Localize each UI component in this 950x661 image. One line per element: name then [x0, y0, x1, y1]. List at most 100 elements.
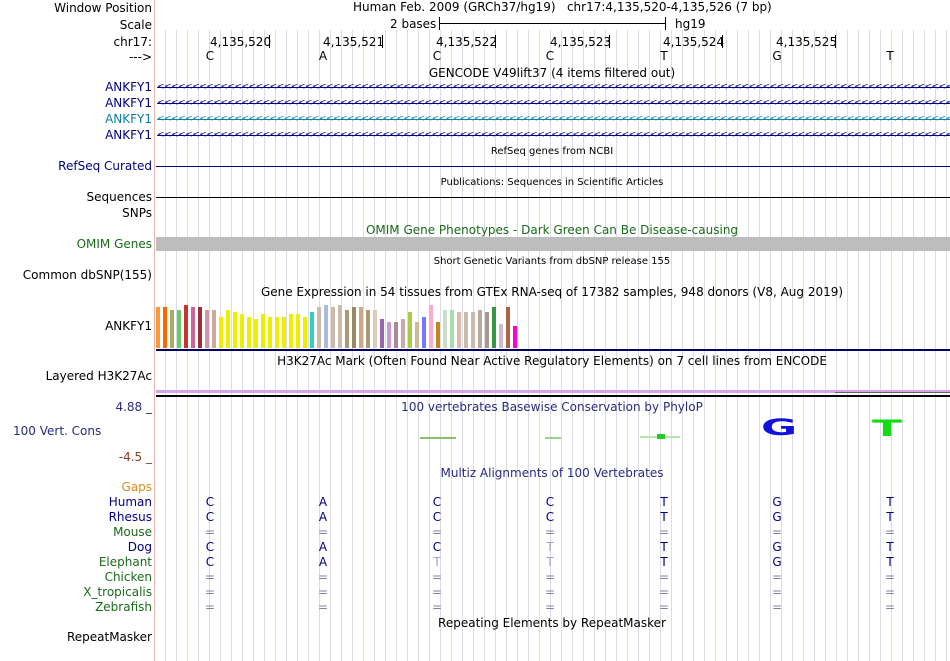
gtex-tissue-bar[interactable] — [345, 310, 349, 348]
conservation-track-title: 100 vertebrates Basewise Conservation by… — [401, 400, 703, 414]
gtex-tissue-bar[interactable] — [261, 314, 265, 348]
gtex-tissue-bar[interactable] — [359, 307, 363, 348]
position-label: 4,135,520 — [210, 35, 272, 49]
gtex-tissue-bar[interactable] — [289, 314, 293, 348]
publications-label[interactable]: Sequences — [86, 190, 152, 204]
multiz-base: = — [884, 570, 896, 584]
gtex-tissue-bar[interactable] — [163, 307, 167, 348]
gtex-tissue-bar[interactable] — [366, 310, 370, 348]
gtex-tissue-bar[interactable] — [387, 322, 391, 348]
gtex-tissue-bar[interactable] — [394, 322, 398, 348]
gtex-tissue-bar[interactable] — [247, 317, 251, 348]
gene-track-feature[interactable]: <<<<<<<<<<<<<<<<<<<<<<<<<<<<<<<<<<<<<<<<… — [157, 83, 950, 92]
publications-track-title: Publications: Sequences in Scientific Ar… — [440, 177, 664, 188]
gtex-tissue-bar[interactable] — [191, 307, 195, 348]
gtex-tissue-bar[interactable] — [205, 310, 209, 348]
gtex-tissue-bar[interactable] — [303, 317, 307, 348]
conservation-label[interactable]: 100 Vert. Cons — [13, 424, 102, 438]
multiz-base: T — [660, 495, 668, 509]
refseq-label[interactable]: RefSeq Curated — [58, 159, 152, 173]
gtex-tissue-bar[interactable] — [436, 322, 440, 348]
gtex-tissue-bar[interactable] — [429, 305, 433, 348]
gencode-gene-label[interactable]: ANKFY1 — [105, 128, 152, 142]
gtex-tissue-bar[interactable] — [296, 314, 300, 348]
h3k27ac-signal[interactable] — [156, 390, 950, 393]
gtex-tissue-bar[interactable] — [506, 307, 510, 348]
snps-label[interactable]: SNPs — [122, 206, 152, 220]
gencode-gene-label[interactable]: ANKFY1 — [105, 96, 152, 110]
gtex-tissue-bar[interactable] — [373, 310, 377, 348]
multiz-species-label[interactable]: Zebrafish — [95, 600, 152, 614]
gtex-tissue-bar[interactable] — [352, 307, 356, 348]
gtex-label[interactable]: ANKFY1 — [105, 319, 152, 333]
gtex-tissue-bar[interactable] — [492, 307, 496, 348]
multiz-species-label[interactable]: Dog — [127, 540, 152, 554]
multiz-species-label[interactable]: Elephant — [98, 555, 152, 569]
dbsnp-label[interactable]: Common dbSNP(155) — [22, 268, 152, 282]
multiz-base: = — [658, 585, 670, 599]
multiz-species-label[interactable]: Mouse — [113, 525, 152, 539]
phylop-score-bar — [545, 437, 561, 439]
gtex-tissue-bar[interactable] — [443, 310, 447, 348]
gtex-bar-chart[interactable] — [156, 300, 950, 348]
gtex-tissue-bar[interactable] — [310, 312, 314, 348]
gtex-tissue-bar[interactable] — [240, 314, 244, 348]
multiz-species-label[interactable]: Human — [108, 495, 152, 509]
gtex-tissue-bar[interactable] — [457, 312, 461, 348]
gene-track-feature[interactable]: <<<<<<<<<<<<<<<<<<<<<<<<<<<<<<<<<<<<<<<<… — [157, 115, 950, 124]
gtex-tissue-bar[interactable] — [415, 322, 419, 348]
gtex-tissue-bar[interactable] — [422, 317, 426, 348]
gtex-tissue-bar[interactable] — [177, 310, 181, 348]
omim-feature-bar[interactable] — [156, 237, 950, 251]
repeatmasker-label[interactable]: RepeatMasker — [66, 630, 152, 644]
multiz-species-label[interactable]: Chicken — [104, 570, 152, 584]
conservation-logo-letter-g: G — [760, 416, 798, 441]
gtex-tissue-bar[interactable] — [380, 319, 384, 348]
omim-label[interactable]: OMIM Genes — [76, 237, 152, 251]
gtex-tissue-bar[interactable] — [513, 326, 517, 348]
gtex-tissue-bar[interactable] — [401, 319, 405, 348]
gtex-tissue-bar[interactable] — [471, 312, 475, 348]
gtex-tissue-bar[interactable] — [464, 312, 468, 348]
gtex-tissue-bar[interactable] — [324, 305, 328, 348]
gtex-tissue-bar[interactable] — [338, 305, 342, 348]
scale-bar-left-tick — [439, 17, 440, 30]
gencode-gene-label[interactable]: ANKFY1 — [105, 112, 152, 126]
gtex-baseline — [156, 349, 950, 351]
ref-base: C — [432, 49, 442, 63]
gene-track-feature[interactable]: <<<<<<<<<<<<<<<<<<<<<<<<<<<<<<<<<<<<<<<<… — [157, 131, 950, 140]
multiz-base: = — [317, 600, 329, 614]
gtex-tissue-bar[interactable] — [499, 324, 503, 348]
gtex-tissue-bar[interactable] — [275, 317, 279, 348]
gtex-tissue-bar[interactable] — [254, 319, 258, 348]
multiz-base: C — [432, 540, 442, 554]
gtex-tissue-bar[interactable] — [317, 307, 321, 348]
gtex-tissue-bar[interactable] — [268, 317, 272, 348]
gene-track-feature[interactable]: <<<<<<<<<<<<<<<<<<<<<<<<<<<<<<<<<<<<<<<<… — [157, 99, 950, 108]
gtex-tissue-bar[interactable] — [226, 310, 230, 348]
gtex-tissue-bar[interactable] — [485, 312, 489, 348]
multiz-base: = — [658, 570, 670, 584]
h3k27ac-label[interactable]: Layered H3K27Ac — [45, 369, 152, 383]
gtex-tissue-bar[interactable] — [184, 305, 188, 348]
gencode-gene-label[interactable]: ANKFY1 — [105, 80, 152, 94]
gtex-tissue-bar[interactable] — [478, 310, 482, 348]
gtex-tissue-bar[interactable] — [450, 310, 454, 348]
refseq-line[interactable] — [156, 166, 950, 167]
gtex-tissue-bar[interactable] — [331, 307, 335, 348]
gtex-tissue-bar[interactable] — [212, 310, 216, 348]
gtex-tissue-bar[interactable] — [282, 317, 286, 348]
position-label: 4,135,521 — [323, 35, 385, 49]
gtex-tissue-bar[interactable] — [233, 312, 237, 348]
gtex-tissue-bar[interactable] — [219, 317, 223, 348]
multiz-species-label[interactable]: Rhesus — [108, 510, 152, 524]
multiz-base: = — [317, 525, 329, 539]
gtex-tissue-bar[interactable] — [408, 312, 412, 348]
gtex-tissue-bar[interactable] — [198, 307, 202, 348]
multiz-base: A — [318, 540, 328, 554]
ref-base: C — [205, 49, 215, 63]
gtex-tissue-bar[interactable] — [170, 310, 174, 348]
gtex-tissue-bar[interactable] — [156, 307, 160, 348]
multiz-species-label[interactable]: X_tropicalis — [83, 585, 152, 599]
